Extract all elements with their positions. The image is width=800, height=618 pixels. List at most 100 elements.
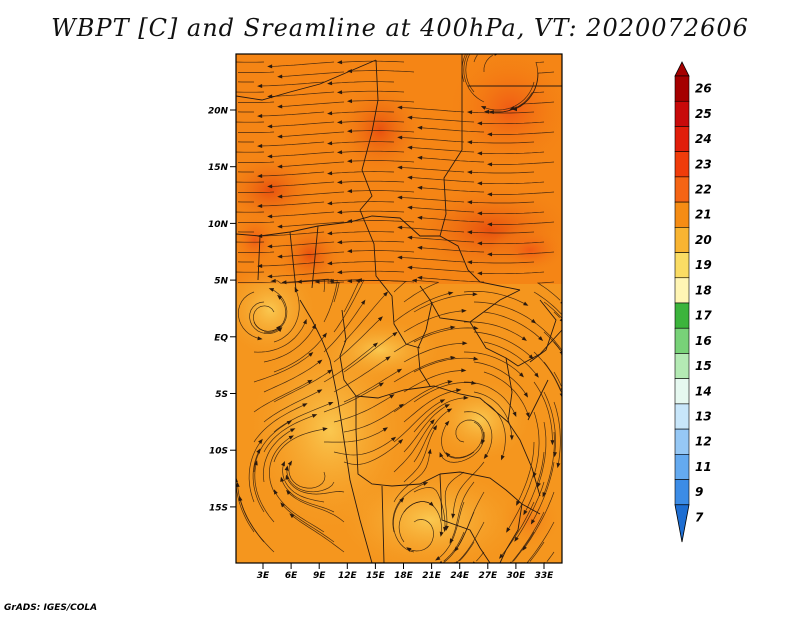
streamline xyxy=(343,333,396,373)
streamline-arrow xyxy=(559,350,562,355)
streamline-arrow xyxy=(256,448,261,454)
streamline xyxy=(441,422,475,459)
streamlines xyxy=(229,54,562,563)
streamline xyxy=(413,397,466,433)
streamline-arrow xyxy=(236,259,237,262)
streamline-arrow xyxy=(236,139,237,142)
streamline-arrow xyxy=(267,214,273,219)
streamline-arrow xyxy=(286,420,292,425)
colorbar-label: 12 xyxy=(695,435,712,449)
streamline-arrow xyxy=(447,380,453,384)
streamline-arrow xyxy=(397,195,403,200)
streamline xyxy=(260,171,325,177)
colorbar-swatch xyxy=(674,227,690,253)
streamline xyxy=(483,81,535,111)
streamline xyxy=(260,111,325,117)
streamline-arrow xyxy=(432,425,438,431)
streamline xyxy=(280,131,345,137)
streamline xyxy=(270,181,335,187)
streamline-arrow xyxy=(287,460,293,466)
streamline xyxy=(476,551,485,562)
streamline xyxy=(270,241,335,247)
streamline xyxy=(469,171,535,174)
streamline xyxy=(273,289,300,343)
streamline-arrow xyxy=(417,125,423,130)
streamline-arrow xyxy=(467,260,473,265)
streamline xyxy=(343,369,400,403)
streamline xyxy=(479,241,545,245)
streamline xyxy=(413,409,450,463)
streamline xyxy=(253,380,311,413)
streamline-arrow xyxy=(229,120,234,124)
colorbar-swatch xyxy=(674,403,690,430)
lon-label: 33E xyxy=(535,571,555,581)
streamline-arrow xyxy=(257,336,263,341)
colorbar-swatch xyxy=(674,454,690,480)
streamline-arrow xyxy=(303,318,307,325)
streamline xyxy=(463,351,523,376)
lon-label: 3E xyxy=(257,571,270,581)
streamline-arrow xyxy=(327,141,333,146)
colorbar-label: 21 xyxy=(695,208,712,222)
streamline-arrow xyxy=(523,392,528,398)
streamline-arrow xyxy=(229,240,234,244)
lat-label: 10N xyxy=(208,220,229,230)
streamline xyxy=(339,120,405,123)
streamline xyxy=(393,499,415,553)
streamline xyxy=(349,190,415,193)
streamline-arrow xyxy=(397,105,403,110)
streamline-arrow xyxy=(477,121,483,126)
streamline-arrow xyxy=(238,495,243,502)
streamline-arrow xyxy=(317,359,323,365)
streamline-arrow xyxy=(327,369,333,374)
streamline-arrow xyxy=(530,519,536,525)
streamline-arrow xyxy=(328,402,334,406)
streamline-arrow xyxy=(450,355,456,360)
colorbar: 26 25 24 23 22 21 20 19 18 17 16 15 14 13 12 11 9 7 xyxy=(674,61,712,543)
streamline-arrow xyxy=(337,210,343,215)
streamline-arrow xyxy=(267,274,273,279)
streamline-arrow xyxy=(385,356,391,361)
streamline xyxy=(238,71,275,73)
colorbar-swatch xyxy=(674,327,690,354)
streamline-arrow xyxy=(411,278,417,283)
streamline-arrow xyxy=(236,100,237,103)
streamline xyxy=(490,191,555,195)
streamline-arrow xyxy=(347,99,353,104)
streamline-arrow xyxy=(236,190,237,193)
streamline-arrow xyxy=(267,124,273,129)
lat-label: 5N xyxy=(214,277,228,287)
lat-label: 20N xyxy=(208,107,229,117)
streamline xyxy=(507,471,535,531)
streamline xyxy=(317,279,338,323)
streamline xyxy=(237,291,260,340)
streamline-arrow xyxy=(477,151,483,156)
streamline xyxy=(263,390,320,423)
streamline-arrow xyxy=(537,482,541,488)
streamline-arrow xyxy=(229,180,234,184)
colorbar-swatch xyxy=(674,100,690,127)
streamline-arrow xyxy=(229,210,234,214)
streamline-arrow xyxy=(322,427,328,432)
streamline-arrow xyxy=(450,325,456,330)
streamline xyxy=(420,277,485,283)
streamline xyxy=(270,211,335,217)
colorbar-swatch xyxy=(674,378,690,405)
streamline xyxy=(543,391,556,455)
streamline-arrow xyxy=(267,64,273,69)
streamline-arrow xyxy=(257,114,263,118)
streamline xyxy=(479,121,545,125)
streamline-arrow xyxy=(398,403,404,409)
streamline xyxy=(287,491,345,523)
streamline xyxy=(270,121,335,127)
streamline-arrow xyxy=(422,482,429,486)
colorbar-label: 20 xyxy=(695,233,712,247)
colorbar-swatch xyxy=(674,302,690,329)
streamline xyxy=(239,498,275,553)
streamline-arrow xyxy=(525,412,530,418)
streamline-arrow xyxy=(390,436,397,442)
streamline-arrow xyxy=(378,382,384,387)
streamline-arrow xyxy=(236,229,237,232)
streamline xyxy=(463,411,493,457)
streamline-arrow xyxy=(443,526,448,533)
